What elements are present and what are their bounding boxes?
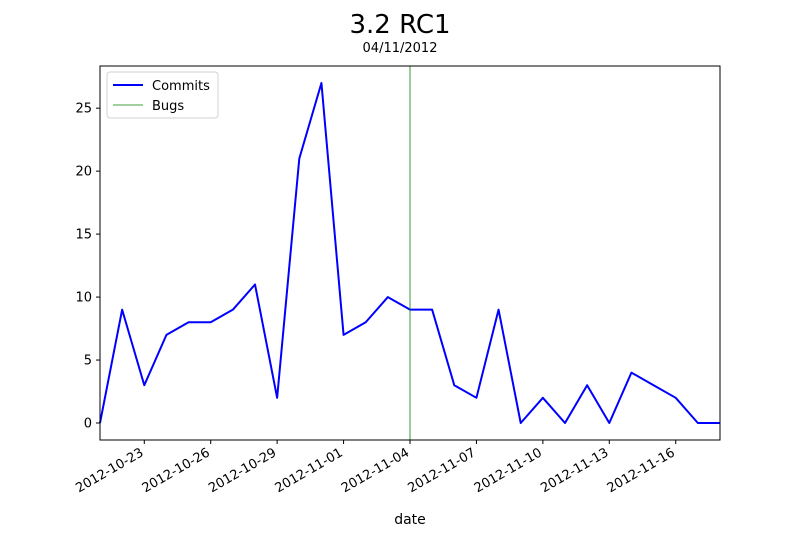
chart-subtitle: 04/11/2012 [363, 41, 438, 56]
legend-box [106, 71, 219, 119]
y-tick-label: 15 [75, 228, 92, 243]
y-tick-label: 5 [84, 354, 92, 369]
y-tick-label: 10 [75, 291, 92, 306]
plot-frame [99, 65, 721, 441]
legend: Commits Bugs [106, 71, 219, 119]
chart-title: 3.2 RC1 [349, 10, 450, 40]
x-axis-label: date [394, 512, 426, 528]
y-tick-label: 0 [84, 417, 92, 432]
y-axis: 0 5 10 15 20 25 [75, 102, 100, 432]
y-tick-label: 25 [75, 102, 92, 117]
plot-marks [99, 66, 720, 440]
legend-label-commits: Commits [152, 79, 210, 94]
legend-label-bugs: Bugs [152, 99, 184, 114]
y-tick-label: 20 [75, 165, 92, 180]
